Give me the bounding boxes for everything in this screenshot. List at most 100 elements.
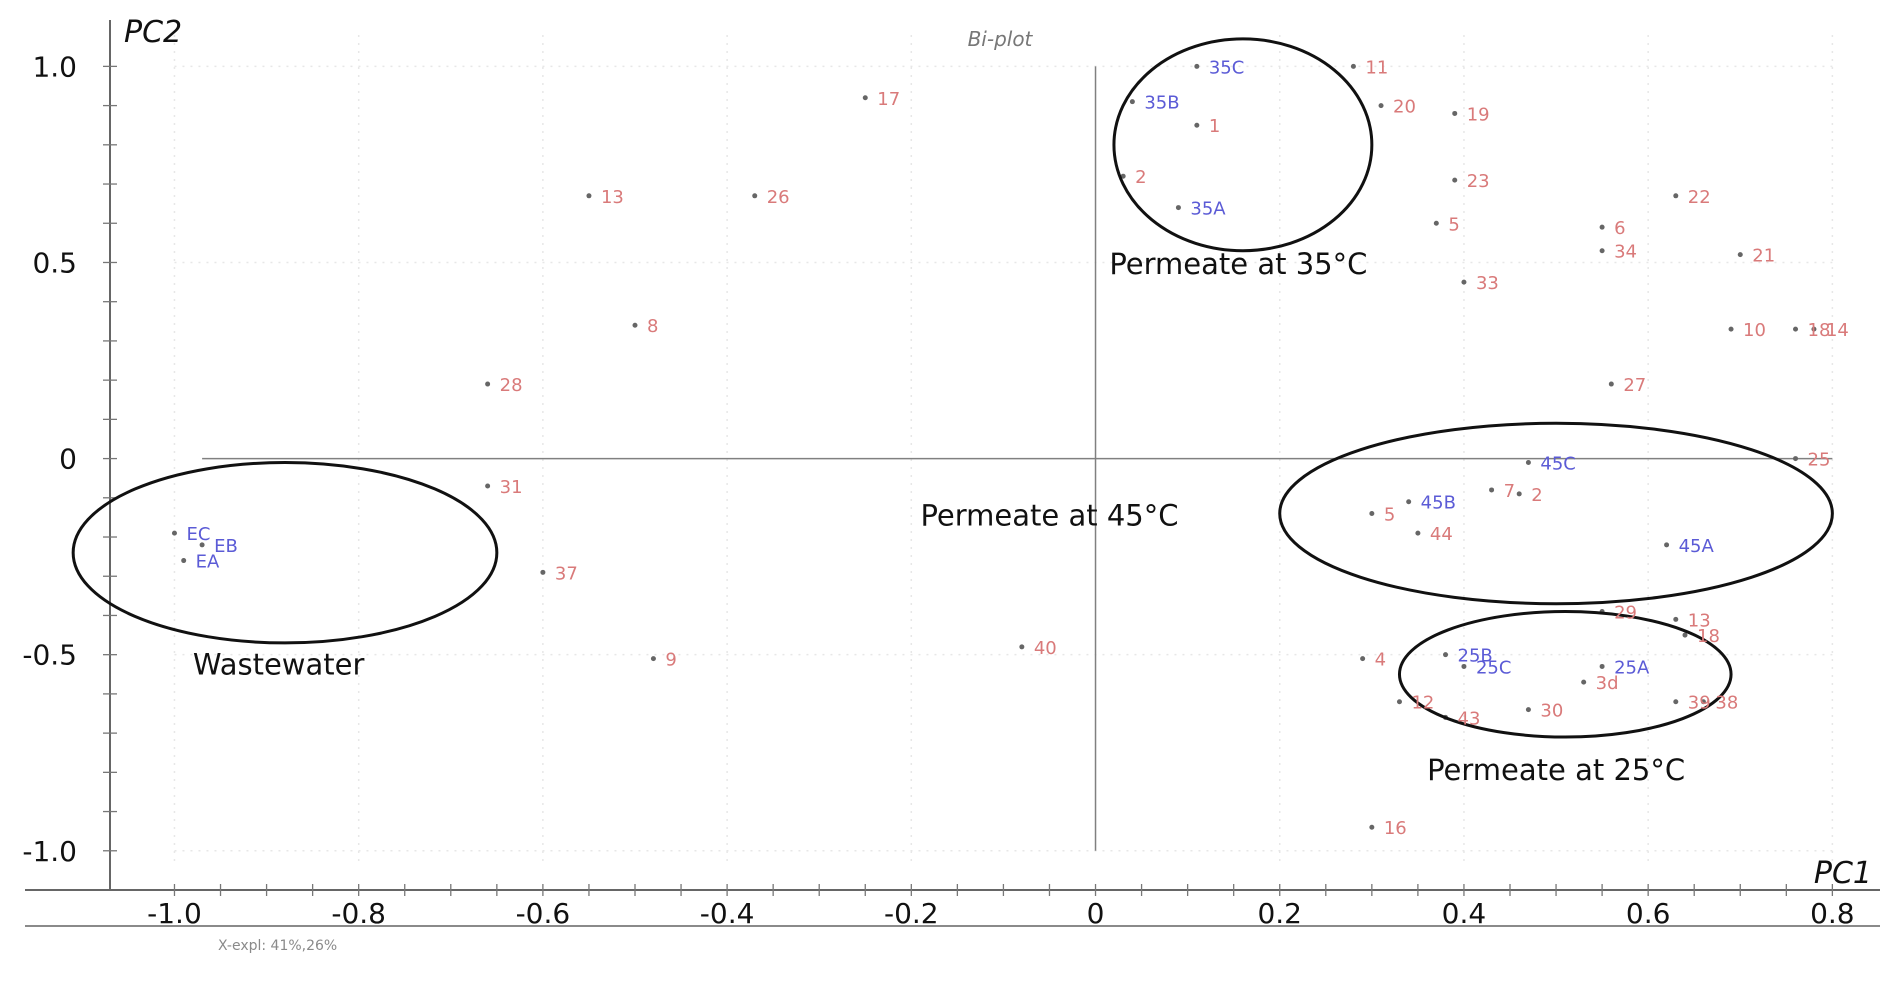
group-ellipse bbox=[1397, 610, 1733, 739]
data-point bbox=[862, 95, 868, 101]
data-point bbox=[752, 193, 758, 199]
data-point bbox=[199, 542, 205, 548]
x-tick-label: 0.4 bbox=[1442, 897, 1487, 930]
data-point-label: 28 bbox=[500, 375, 523, 396]
data-point-label: 19 bbox=[1467, 104, 1490, 125]
data-point bbox=[1415, 530, 1421, 536]
data-point bbox=[1489, 487, 1495, 493]
y-axis-title: PC2 bbox=[124, 15, 182, 50]
data-point bbox=[1581, 679, 1587, 685]
data-point bbox=[1525, 707, 1531, 713]
group-label: Wastewater bbox=[193, 647, 365, 681]
data-point-label: 37 bbox=[555, 563, 578, 584]
data-point-label: 35B bbox=[1144, 93, 1179, 114]
data-point-label: 31 bbox=[500, 477, 523, 498]
y-tick-label: 0.5 bbox=[32, 246, 77, 279]
data-point bbox=[1175, 205, 1181, 211]
data-point bbox=[1369, 510, 1375, 516]
footer-note: X-expl: 41%,26% bbox=[218, 938, 337, 954]
group-ellipse bbox=[71, 461, 499, 645]
data-point-label: 5 bbox=[1448, 214, 1459, 235]
data-point bbox=[1673, 616, 1679, 622]
text-labels: -1.0 -0.8 -0.6 -0.4 -0.2 0 0.2 0.4 0.6 0.8 1.0 0.5 0… bbox=[22, 50, 1854, 930]
data-point-label: 18 bbox=[1808, 320, 1831, 341]
data-point bbox=[1406, 499, 1412, 505]
data-point-label: 5 bbox=[1384, 504, 1395, 525]
grid-lines bbox=[173, 35, 1834, 867]
data-point bbox=[1608, 381, 1614, 387]
data-point bbox=[1369, 824, 1375, 830]
data-point-label: 11 bbox=[1365, 57, 1388, 78]
data-point bbox=[1700, 699, 1706, 705]
data-point bbox=[1452, 177, 1458, 183]
data-point bbox=[1360, 656, 1366, 662]
data-point-label: 25 bbox=[1808, 450, 1831, 471]
data-point-label: 44 bbox=[1430, 524, 1453, 545]
data-point bbox=[1120, 173, 1126, 179]
data-point bbox=[1019, 644, 1025, 650]
axes bbox=[25, 20, 1880, 927]
data-point-label: 39 bbox=[1688, 693, 1711, 714]
data-point-label: 4 bbox=[1375, 650, 1386, 671]
data-point bbox=[1461, 279, 1467, 285]
data-point bbox=[1194, 63, 1200, 69]
data-point bbox=[171, 530, 177, 536]
data-point bbox=[1443, 652, 1449, 658]
x-tick-label: 0.2 bbox=[1257, 897, 1302, 930]
data-point bbox=[1664, 542, 1670, 548]
y-tick-label: 0 bbox=[59, 443, 77, 476]
y-tick-label: -1.0 bbox=[22, 835, 77, 868]
data-point-label: EC bbox=[186, 524, 210, 545]
data-point-label: 16 bbox=[1384, 818, 1407, 839]
data-point bbox=[485, 381, 491, 387]
data-point bbox=[1129, 99, 1135, 105]
x-tick-label: -0.8 bbox=[331, 897, 386, 930]
data-point-label: 22 bbox=[1688, 187, 1711, 208]
data-point-label: 2 bbox=[1531, 485, 1542, 506]
data-point bbox=[540, 569, 546, 575]
x-axis-title: PC1 bbox=[1814, 856, 1872, 891]
data-point bbox=[1452, 110, 1458, 116]
data-point-label: 43 bbox=[1458, 708, 1481, 729]
data-point-label: 10 bbox=[1743, 320, 1766, 341]
x-tick-label: -0.4 bbox=[700, 897, 755, 930]
data-point bbox=[1194, 122, 1200, 128]
data-point-label: EB bbox=[214, 536, 238, 557]
x-tick-label: -0.6 bbox=[516, 897, 571, 930]
y-tick-label: 1.0 bbox=[32, 50, 77, 83]
data-point bbox=[586, 193, 592, 199]
data-point-label: 9 bbox=[665, 650, 676, 671]
data-point-label: 40 bbox=[1034, 638, 1057, 659]
data-point-label: 23 bbox=[1467, 171, 1490, 192]
data-point-label: 6 bbox=[1614, 218, 1625, 239]
data-point-label: 3d bbox=[1596, 673, 1619, 694]
data-point bbox=[1599, 248, 1605, 254]
data-point-label: EA bbox=[196, 552, 220, 573]
data-point bbox=[1525, 460, 1531, 465]
data-point bbox=[1599, 663, 1605, 669]
plot-title: Bi-plot bbox=[968, 27, 1034, 51]
x-tick-label: -0.2 bbox=[884, 897, 939, 930]
data-point bbox=[1433, 220, 1439, 226]
data-point bbox=[632, 322, 638, 328]
data-point-label: 27 bbox=[1623, 375, 1646, 396]
data-point bbox=[1599, 224, 1605, 230]
data-point-label: 2 bbox=[1135, 167, 1146, 188]
data-point bbox=[650, 656, 656, 662]
x-tick-label: -1.0 bbox=[147, 897, 202, 930]
data-point bbox=[1793, 456, 1799, 462]
data-point-label: 25C bbox=[1476, 657, 1511, 678]
data-point-label: 45C bbox=[1540, 454, 1575, 475]
data-point-label: 17 bbox=[877, 89, 900, 110]
data-point-label: 45A bbox=[1679, 536, 1715, 557]
data-point-label: 25B bbox=[1458, 646, 1493, 667]
data-point bbox=[1516, 491, 1522, 497]
data-point-label: 38 bbox=[1715, 693, 1738, 714]
data-points bbox=[171, 63, 1817, 830]
data-point bbox=[181, 558, 187, 564]
data-point-label: 12 bbox=[1411, 693, 1434, 714]
group-label: Permeate at 35°C bbox=[1109, 247, 1367, 281]
data-point-label: 21 bbox=[1752, 246, 1775, 267]
